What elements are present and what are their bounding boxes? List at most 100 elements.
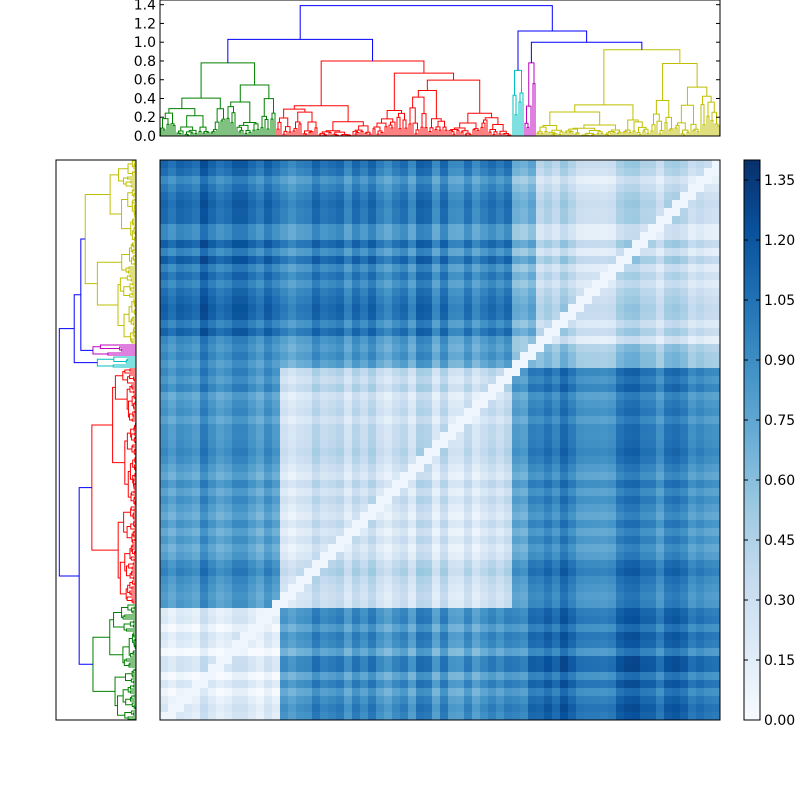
heatmap-cell bbox=[552, 544, 561, 553]
heatmap-cell bbox=[360, 608, 369, 617]
heatmap-cell bbox=[176, 200, 185, 209]
heatmap-cell bbox=[320, 640, 329, 649]
heatmap-cell bbox=[528, 296, 537, 305]
heatmap-cell bbox=[384, 568, 393, 577]
heatmap-cell bbox=[320, 384, 329, 393]
heatmap-cell bbox=[584, 200, 593, 209]
heatmap-cell bbox=[272, 616, 281, 625]
heatmap-cell bbox=[184, 528, 193, 537]
dendrogram-link-red bbox=[377, 130, 383, 135]
heatmap-cell bbox=[360, 528, 369, 537]
heatmap-cell bbox=[312, 496, 321, 505]
heatmap-cell bbox=[368, 224, 377, 233]
heatmap-cell bbox=[440, 328, 449, 337]
heatmap-cell bbox=[568, 312, 577, 321]
heatmap-cell bbox=[448, 440, 457, 449]
heatmap-cell bbox=[688, 200, 697, 209]
heatmap-cell bbox=[200, 272, 209, 281]
heatmap-cell bbox=[608, 528, 617, 537]
heatmap-cell bbox=[168, 224, 177, 233]
heatmap-cell bbox=[584, 424, 593, 433]
heatmap-cell bbox=[272, 560, 281, 569]
heatmap-cell bbox=[600, 280, 609, 289]
heatmap-cell bbox=[424, 400, 433, 409]
heatmap-cell bbox=[512, 616, 521, 625]
heatmap-cell bbox=[704, 472, 713, 481]
heatmap-cell bbox=[384, 192, 393, 201]
heatmap-cell bbox=[456, 208, 465, 217]
left-dendrogram-link-green bbox=[114, 676, 126, 707]
heatmap-cell bbox=[416, 448, 425, 457]
heatmap-cell bbox=[344, 496, 353, 505]
heatmap-cell bbox=[704, 312, 713, 321]
heatmap-cell bbox=[424, 312, 433, 321]
heatmap-cell bbox=[680, 656, 689, 665]
heatmap-cell bbox=[584, 480, 593, 489]
heatmap-cell bbox=[520, 464, 529, 473]
heatmap-cell bbox=[568, 400, 577, 409]
heatmap-cell bbox=[400, 328, 409, 337]
heatmap-cell bbox=[424, 240, 433, 249]
heatmap-cell bbox=[384, 304, 393, 313]
heatmap-cell bbox=[680, 592, 689, 601]
heatmap-cell bbox=[432, 488, 441, 497]
heatmap-cell bbox=[448, 392, 457, 401]
heatmap-cell bbox=[576, 160, 585, 169]
dendrogram-link-red bbox=[456, 129, 460, 136]
heatmap-cell bbox=[448, 600, 457, 609]
heatmap-cell bbox=[672, 632, 681, 641]
heatmap-cell bbox=[664, 584, 673, 593]
heatmap-cell bbox=[664, 632, 673, 641]
heatmap-cell bbox=[624, 296, 633, 305]
heatmap-cell bbox=[608, 376, 617, 385]
heatmap-cell bbox=[592, 280, 601, 289]
heatmap-cell bbox=[328, 584, 337, 593]
heatmap-cell bbox=[392, 288, 401, 297]
heatmap-cell bbox=[192, 568, 201, 577]
heatmap-cell bbox=[624, 376, 633, 385]
heatmap-cell bbox=[528, 272, 537, 281]
heatmap-cell bbox=[232, 240, 241, 249]
heatmap-cell bbox=[424, 576, 433, 585]
heatmap-cell bbox=[552, 504, 561, 513]
heatmap-cell bbox=[160, 480, 169, 489]
heatmap-cell bbox=[544, 368, 553, 377]
heatmap-cell bbox=[272, 256, 281, 265]
heatmap-cell bbox=[424, 568, 433, 577]
heatmap-cell bbox=[504, 600, 513, 609]
dendrogram-link-red bbox=[483, 119, 488, 136]
left-dendrogram-link-green bbox=[133, 606, 136, 610]
heatmap-cell bbox=[232, 224, 241, 233]
heatmap-cell bbox=[464, 264, 473, 273]
heatmap-cell bbox=[384, 376, 393, 385]
heatmap-cell bbox=[424, 368, 433, 377]
heatmap-cell bbox=[272, 472, 281, 481]
dendrogram-link-red bbox=[452, 133, 456, 136]
heatmap-cell bbox=[464, 176, 473, 185]
heatmap-cell bbox=[600, 624, 609, 633]
heatmap-cell bbox=[704, 360, 713, 369]
heatmap-cell bbox=[512, 344, 521, 353]
heatmap-cell bbox=[640, 624, 649, 633]
heatmap-cell bbox=[400, 192, 409, 201]
heatmap-cell bbox=[384, 464, 393, 473]
heatmap-cell bbox=[488, 592, 497, 601]
heatmap-cell bbox=[216, 568, 225, 577]
heatmap-cell bbox=[592, 640, 601, 649]
heatmap-cell bbox=[344, 576, 353, 585]
heatmap-cell bbox=[344, 440, 353, 449]
heatmap-cell bbox=[368, 464, 377, 473]
heatmap-cell bbox=[296, 544, 305, 553]
heatmap-cell bbox=[376, 400, 385, 409]
heatmap-cell bbox=[552, 552, 561, 561]
dendrogram-link-yellow bbox=[696, 131, 700, 136]
heatmap-cell bbox=[616, 480, 625, 489]
heatmap-cell bbox=[416, 608, 425, 617]
heatmap-cell bbox=[512, 512, 521, 521]
heatmap-cell bbox=[664, 464, 673, 473]
heatmap-cell bbox=[464, 480, 473, 489]
heatmap-cell bbox=[240, 392, 249, 401]
heatmap-cell bbox=[176, 584, 185, 593]
heatmap-cell bbox=[312, 336, 321, 345]
heatmap-cell bbox=[480, 424, 489, 433]
